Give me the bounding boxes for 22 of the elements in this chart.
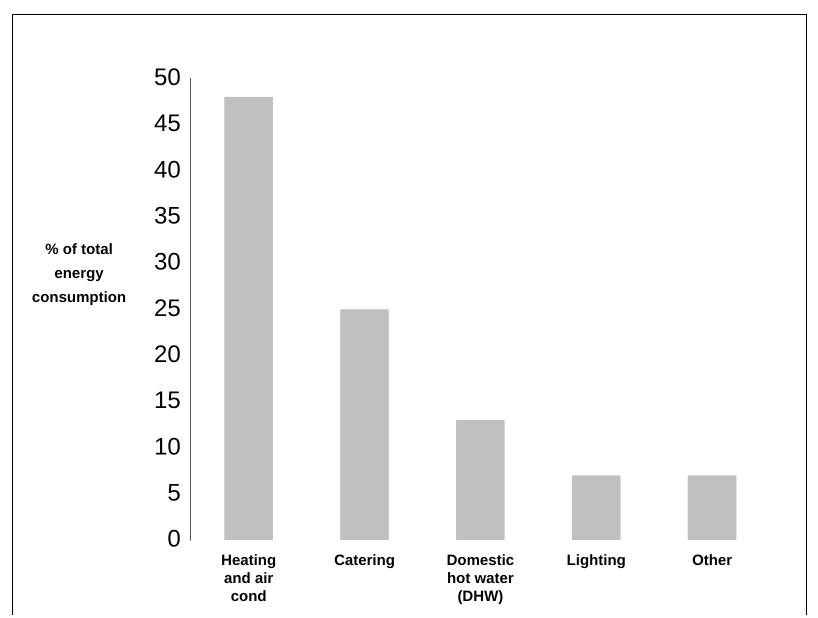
x-tick-label: Other (692, 552, 732, 570)
y-tick-label: 30 (154, 248, 181, 276)
y-axis-title: % of total energy consumption (30, 240, 128, 308)
y-tick-label: 25 (154, 294, 181, 322)
x-tick-label: Domestic hot water (DHW) (446, 552, 514, 606)
x-tick-label: Heating and air cond (221, 552, 276, 606)
y-tick-label: 10 (154, 433, 181, 460)
y-tick-label: 5 (167, 479, 181, 506)
bar (456, 420, 505, 540)
y-tick-label: 45 (154, 110, 181, 138)
bar (688, 475, 736, 540)
bar (224, 96, 273, 540)
x-tick-label: Catering (334, 552, 395, 570)
y-tick-label: 15 (154, 387, 181, 414)
y-tick-label: 0 (167, 526, 181, 553)
bar (572, 475, 621, 540)
y-tick-label: 35 (154, 202, 181, 230)
y-tick-label: 20 (154, 340, 181, 368)
x-tick-label: Lighting (566, 552, 626, 570)
y-tick-label: 40 (154, 156, 181, 184)
y-tick-label: 50 (154, 64, 181, 92)
bar (340, 309, 389, 540)
